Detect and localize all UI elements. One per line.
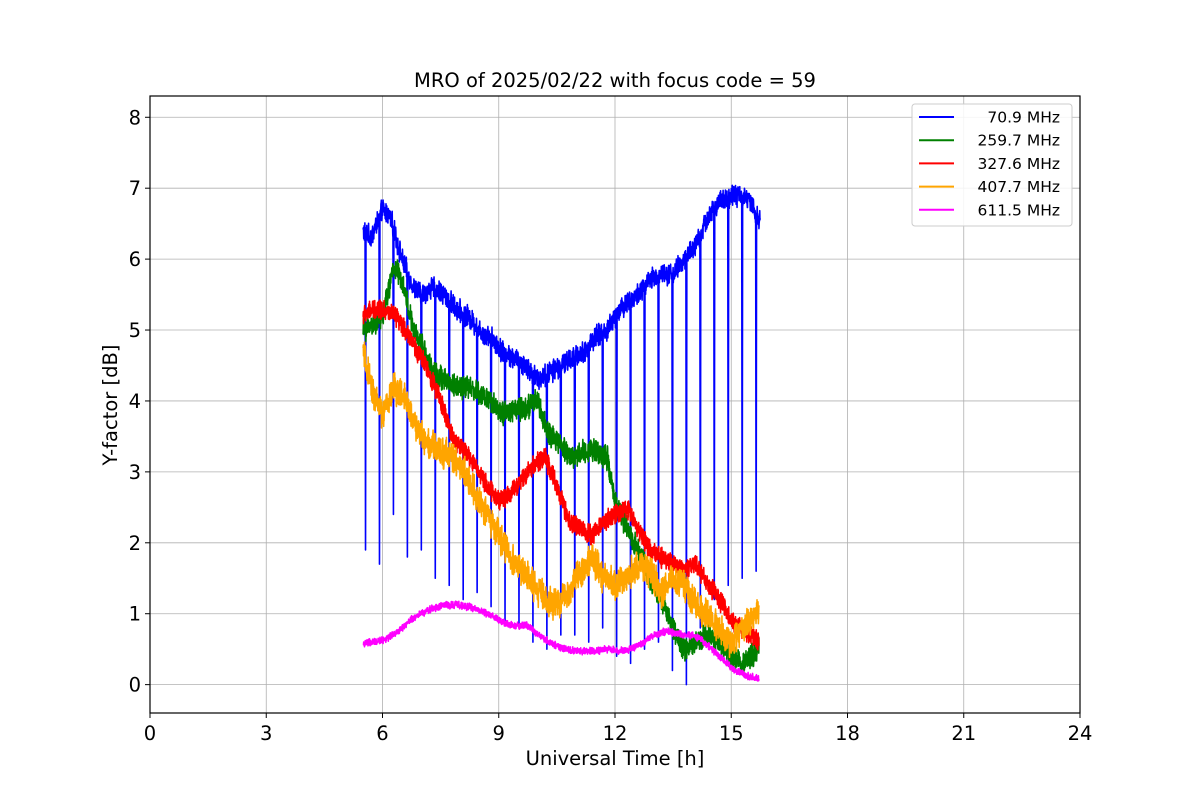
y-tick-label: 4 bbox=[129, 390, 141, 413]
y-tick-label: 8 bbox=[129, 106, 141, 129]
legend-entry: 327.6 MHz bbox=[978, 155, 1060, 173]
legend: 70.9 MHz 259.7 MHz 327.6 MHz 407.7 MHz 611.5… bbox=[911, 103, 1073, 227]
x-tick-label: 0 bbox=[144, 722, 156, 745]
x-tick-label: 9 bbox=[493, 722, 505, 745]
x-axis: 0 3 6 9 12 15 18 21 24 bbox=[144, 713, 1093, 745]
series-line bbox=[362, 299, 760, 651]
x-tick-label: 3 bbox=[260, 722, 272, 745]
y-tick-label: 1 bbox=[129, 603, 141, 626]
y-axis-label: Y-factor [dB] bbox=[99, 345, 122, 467]
x-axis-label: Universal Time [h] bbox=[526, 747, 705, 770]
legend-entry: 611.5 MHz bbox=[978, 201, 1060, 219]
y-tick-label: 5 bbox=[129, 319, 141, 342]
y-tick-label: 3 bbox=[129, 461, 141, 484]
legend-box bbox=[911, 103, 1073, 227]
series-line bbox=[362, 341, 760, 659]
legend-entry: 259.7 MHz bbox=[978, 132, 1060, 150]
y-tick-label: 0 bbox=[129, 674, 141, 697]
series-layer bbox=[362, 184, 761, 686]
legend-entry: 70.9 MHz bbox=[987, 109, 1060, 127]
x-tick-label: 12 bbox=[603, 722, 628, 745]
y-tick-label: 7 bbox=[129, 177, 141, 200]
y-tick-label: 2 bbox=[129, 532, 141, 555]
x-tick-label: 24 bbox=[1068, 722, 1093, 745]
y-axis: 0 1 2 3 4 5 6 7 8 bbox=[129, 106, 150, 697]
x-tick-label: 18 bbox=[835, 722, 860, 745]
legend-entry: 407.7 MHz bbox=[978, 178, 1060, 196]
x-tick-label: 6 bbox=[376, 722, 388, 745]
chart-title: MRO of 2025/02/22 with focus code = 59 bbox=[414, 69, 816, 92]
y-tick-label: 6 bbox=[129, 248, 141, 271]
x-tick-label: 21 bbox=[951, 722, 976, 745]
series-line bbox=[362, 600, 760, 682]
x-tick-label: 15 bbox=[719, 722, 744, 745]
